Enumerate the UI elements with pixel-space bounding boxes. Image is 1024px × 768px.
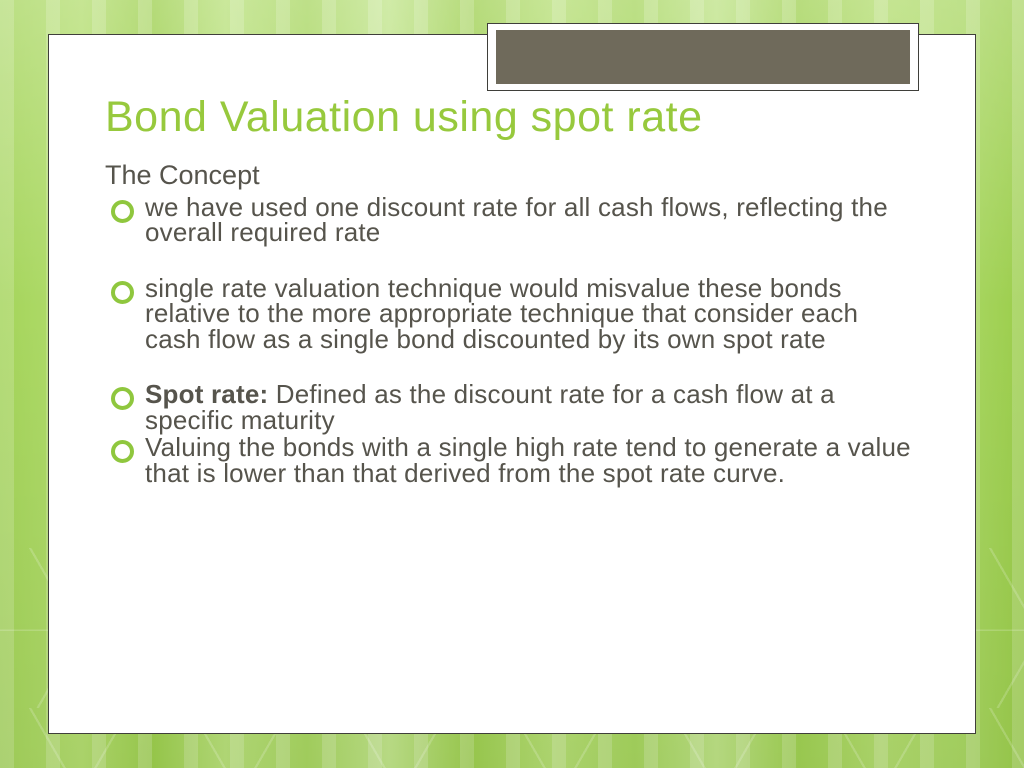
bullet-list: we have used one discount rate for all c… — [111, 195, 919, 486]
bullet-item: Spot rate: Defined as the discount rate … — [111, 382, 919, 433]
header-tab-outer — [487, 23, 919, 91]
slide-subtitle: The Concept — [105, 160, 919, 191]
header-tab-inner — [496, 30, 910, 84]
slide-title: Bond Valuation using spot rate — [105, 93, 919, 142]
slide-frame: Bond Valuation using spot rate The Conce… — [48, 34, 976, 734]
bullet-text: Valuing the bonds with a single high rat… — [145, 432, 911, 487]
slide-content: Bond Valuation using spot rate The Conce… — [105, 93, 919, 486]
bullet-item: Valuing the bonds with a single high rat… — [111, 435, 919, 486]
bullet-item: we have used one discount rate for all c… — [111, 195, 919, 246]
bullet-text: we have used one discount rate for all c… — [145, 192, 888, 247]
bullet-item: single rate valuation technique would mi… — [111, 276, 919, 352]
bullet-text: single rate valuation technique would mi… — [145, 273, 858, 354]
